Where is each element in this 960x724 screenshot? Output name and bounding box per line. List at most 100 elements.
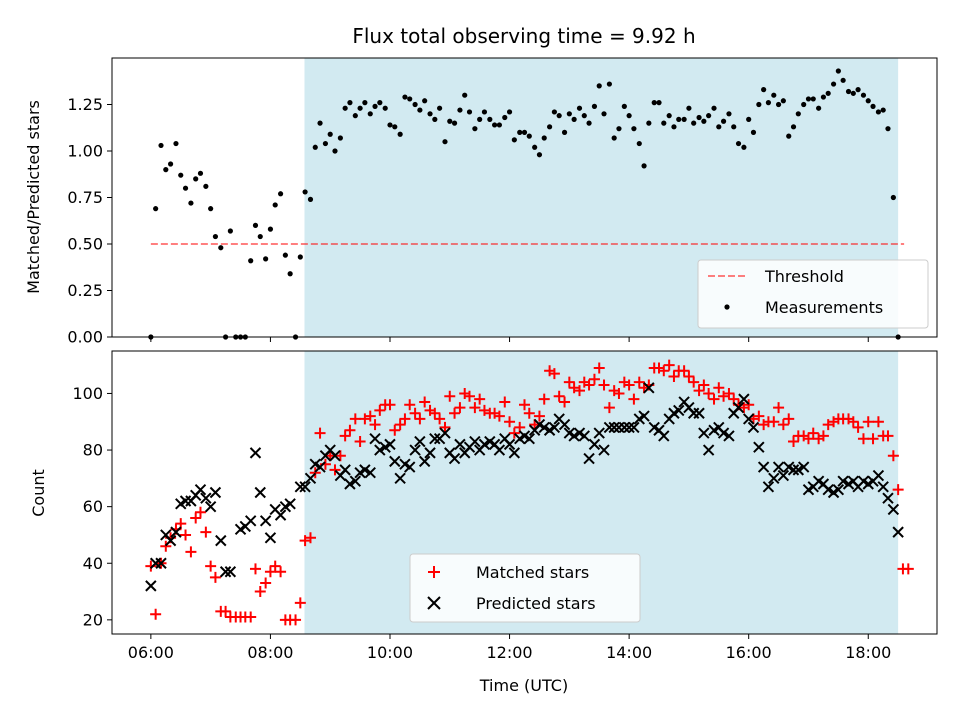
predicted-star-point [493, 444, 506, 456]
measurement-point [502, 114, 508, 121]
measurement-point [656, 100, 662, 106]
matched-star-point [245, 611, 257, 623]
predicted-star-point [224, 566, 237, 578]
x-axis-label: Time (UTC) [479, 676, 568, 695]
predicted-star-point [384, 438, 396, 451]
matched-star-point [892, 484, 904, 496]
predicted-star-point [439, 427, 451, 439]
matched-star-point [264, 566, 276, 578]
y-tick-label: 0.00 [67, 328, 103, 347]
measurement-point [556, 113, 562, 119]
measurement-point [447, 118, 453, 124]
predicted-star-point [359, 464, 371, 476]
predicted-star-point [264, 532, 277, 544]
measurement-point [248, 258, 254, 264]
predicted-star-point [194, 483, 207, 496]
bottom-panel: 20 40 60 80 100 06:00 08:00 10:00 12:00 14:00 16:0… [29, 350, 938, 695]
predicted-star-point [583, 452, 595, 465]
measurement-point [203, 183, 209, 189]
measurements-legend-swatch [724, 304, 730, 310]
predicted-star-point [314, 461, 326, 473]
measurement-point [437, 105, 443, 111]
matched-star-point [493, 410, 505, 422]
measurement-point [182, 185, 189, 191]
measurement-point [835, 68, 841, 74]
measurement-point [786, 133, 792, 139]
measurement-point [581, 113, 587, 119]
predicted-star-point [523, 433, 535, 445]
measurement-point [875, 109, 882, 115]
predicted-star-point [638, 410, 650, 422]
measurement-point [765, 100, 772, 106]
measurement-point [342, 105, 348, 111]
matched-star-point [269, 560, 281, 572]
predicted-star-point [145, 580, 157, 592]
measurement-point [761, 87, 767, 93]
predicted-star-point [887, 503, 900, 516]
predicted-star-point [215, 534, 227, 547]
measurement-point [178, 172, 184, 178]
matched-star-point [598, 379, 610, 391]
matched-star-point [559, 396, 571, 408]
matched-star-point [802, 433, 814, 445]
matched-star-point [414, 413, 426, 425]
measurement-point [387, 122, 393, 128]
predicted-star-point [503, 438, 516, 451]
matched-star-point [743, 399, 755, 411]
matched-star-point [374, 404, 386, 416]
matched-star-point [344, 424, 356, 436]
matched-star-point [613, 387, 625, 399]
predicted-star-point [374, 444, 386, 456]
x-tick-label: 06:00 [128, 643, 174, 662]
measurement-point [173, 140, 179, 147]
measurements-legend-label: Measurements [765, 298, 883, 317]
matched-star-point [209, 571, 221, 583]
predicted-star-point [219, 566, 232, 578]
matched-star-point [523, 407, 535, 419]
predicted-star-point [832, 483, 845, 496]
matched-legend-label: Matched stars [476, 563, 589, 582]
measurement-point [676, 116, 682, 122]
predicted-star-point [693, 407, 705, 419]
predicted-star-point [299, 481, 311, 493]
matched-star-point [857, 433, 869, 445]
matched-star-point [533, 410, 545, 422]
matched-star-point [663, 359, 675, 371]
matched-star-point [145, 560, 157, 572]
matched-star-point [817, 430, 829, 442]
predicted-star-point [339, 464, 351, 476]
predicted-star-point [414, 435, 426, 448]
predicted-star-point [698, 427, 710, 439]
matched-star-point [249, 563, 261, 575]
measurement-point [756, 101, 762, 108]
predicted-star-point [742, 413, 755, 425]
top-ylabel: Matched/Predicted stars [24, 100, 43, 294]
measurement-point [601, 111, 607, 117]
matched-star-point [220, 605, 232, 617]
matched-star-point [548, 368, 560, 380]
matched-star-point [464, 390, 475, 402]
y-tick-label: 0.50 [67, 235, 103, 254]
measurement-point [801, 101, 807, 108]
x-tick-label: 12:00 [486, 643, 532, 662]
matched-star-point [693, 385, 705, 397]
matched-star-point [309, 467, 321, 479]
measurement-point [850, 90, 856, 96]
predicted-star-point [882, 492, 894, 504]
measurement-point [636, 140, 642, 147]
measurement-point [691, 120, 697, 126]
measurement-point [840, 77, 846, 83]
measurement-point [397, 131, 403, 137]
predicted-star-point [702, 444, 715, 456]
matched-star-point [553, 390, 565, 402]
predicted-stars-series [145, 382, 904, 592]
matched-star-point [852, 421, 864, 433]
measurements-series [148, 68, 901, 340]
predicted-star-point [762, 481, 775, 493]
measurement-point [775, 101, 782, 108]
measurement-point [731, 124, 737, 130]
x-tick-label: 10:00 [367, 643, 413, 662]
matched-star-point [180, 529, 192, 541]
predicted-star-point [209, 486, 222, 499]
